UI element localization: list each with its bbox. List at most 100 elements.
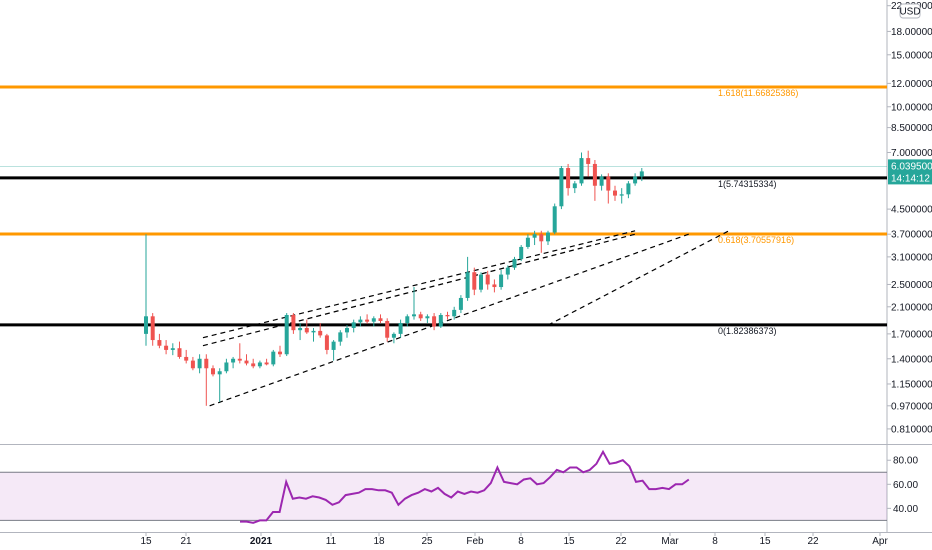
candle-body: [204, 358, 209, 369]
candle-body: [472, 272, 477, 290]
rsi-tick-label: 60.00: [893, 480, 918, 491]
candle-body: [465, 272, 470, 298]
fib-level-label: 0.618(3.70557916): [718, 235, 794, 245]
price-tick-label: 1.15000000: [891, 379, 932, 390]
price-tick-label: 1.70000000: [891, 329, 932, 340]
currency-badge-frame: [899, 3, 921, 19]
candle-body: [592, 163, 597, 186]
price-tick-label: 2.10000000: [891, 302, 932, 313]
time-tick-label: Apr: [872, 536, 888, 547]
currency-label: USD: [899, 7, 920, 18]
candle-body: [144, 316, 148, 334]
price-tick-label: 10.00000000: [891, 102, 932, 113]
candle-body: [398, 323, 403, 334]
candle-body: [525, 237, 530, 247]
candle-body: [599, 176, 604, 186]
price-tick-label: 18.00000000: [891, 27, 932, 38]
candle-body: [519, 246, 524, 259]
candle-body: [331, 341, 336, 350]
candle-body: [224, 362, 229, 372]
time-tick-label: 2021: [250, 536, 273, 547]
rsi-tick-label: 40.00: [893, 504, 918, 515]
candle-body: [639, 171, 644, 177]
last-price-countdown: 14:14:12: [891, 173, 930, 184]
last-price-value: 6.03950000: [891, 161, 932, 172]
candle-body: [626, 183, 631, 195]
candle-body: [338, 332, 343, 342]
candle-body: [418, 314, 423, 319]
candle-body: [452, 309, 457, 317]
candle-body: [345, 327, 349, 333]
price-tick-label: 0.81000000: [891, 424, 932, 435]
candle-body: [217, 371, 222, 375]
candle-body: [318, 330, 323, 336]
time-tick-label: 15: [140, 536, 152, 547]
price-tick-label: 8.50000000: [891, 123, 932, 134]
candle-body: [351, 322, 356, 328]
candle-body: [244, 360, 249, 364]
candle-body: [237, 358, 242, 361]
candle-body: [539, 234, 544, 242]
trend-line: [202, 230, 636, 339]
candle-body: [633, 176, 638, 184]
currency-badge: USD: [899, 3, 921, 19]
fib-level-label: 1(5.74315334): [718, 179, 777, 189]
trend-line: [202, 233, 636, 347]
trend-line: [547, 230, 730, 326]
time-tick-label: Feb: [466, 536, 484, 547]
candle-body: [378, 318, 383, 321]
candle-body: [572, 183, 577, 189]
candle-body: [566, 168, 571, 189]
candle-body: [211, 368, 215, 375]
time-tick-label: 25: [421, 536, 433, 547]
candle-body: [284, 314, 289, 355]
price-tick-label: 3.70000000: [891, 230, 932, 241]
candle-body: [271, 351, 276, 365]
candle-body: [412, 314, 416, 317]
candle-body: [546, 232, 550, 242]
candle-body: [619, 194, 624, 196]
trend-line: [209, 233, 689, 407]
candle-body: [499, 274, 504, 288]
price-tick-label: 0.97000000: [891, 401, 932, 412]
last-price-tag: 6.0395000014:14:12: [888, 159, 932, 185]
candle-body: [278, 351, 282, 355]
candle-body: [385, 320, 390, 338]
rsi-band: [0, 472, 887, 521]
candle-body: [251, 363, 256, 367]
time-tick-label: 15: [759, 536, 771, 547]
price-tick-label: 3.10000000: [891, 252, 932, 263]
candle-body: [479, 274, 483, 290]
candle-body: [532, 234, 537, 238]
last-price-tag-bg: [888, 159, 932, 185]
candle-body: [485, 274, 490, 285]
price-tick-label: 2.50000000: [891, 280, 932, 291]
candle-body: [324, 335, 329, 350]
candle-body: [304, 327, 309, 333]
candle-body: [512, 258, 517, 268]
candle-body: [579, 158, 584, 184]
time-tick-label: 8: [712, 536, 718, 547]
candle-body: [606, 176, 611, 191]
candle-body: [190, 360, 195, 369]
time-tick-label: 21: [180, 536, 192, 547]
candle-body: [177, 348, 182, 357]
candle-body: [150, 316, 155, 341]
candle-body: [184, 356, 189, 361]
candle-body: [445, 314, 450, 317]
time-tick-label: 18: [373, 536, 385, 547]
price-tick-label: 7.00000000: [891, 148, 932, 159]
candle-body: [505, 267, 510, 275]
candle-body: [458, 297, 463, 310]
candle-body: [311, 330, 316, 333]
candle-body: [291, 314, 296, 331]
candle-body: [197, 358, 202, 369]
price-tick-label: 12.00000000: [891, 79, 932, 90]
rsi-tick-label: 80.00: [893, 456, 918, 467]
candle-body: [298, 327, 303, 331]
fib-level-label: 1.618(11.66825386): [718, 88, 798, 98]
candle-body: [164, 345, 169, 350]
candle-body: [438, 314, 443, 327]
